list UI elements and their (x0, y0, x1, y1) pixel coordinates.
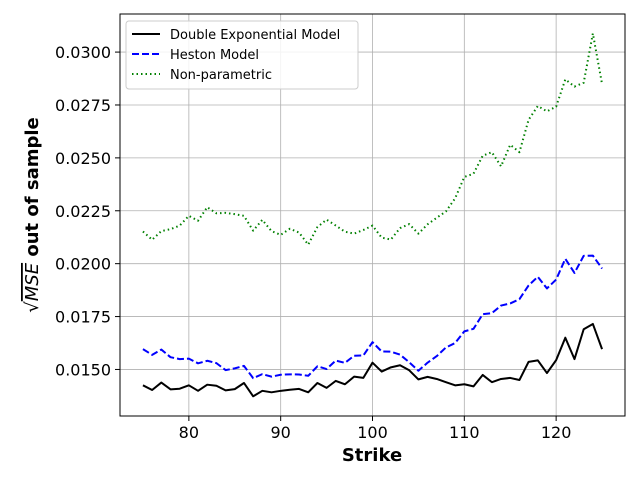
x-tick-label: 110 (449, 423, 480, 442)
y-tick-label: 0.0150 (55, 360, 111, 379)
grid-lines (120, 14, 625, 416)
y-axis-title-mse: MSE (22, 262, 43, 301)
legend-box (125, 20, 359, 90)
y-tick-label: 0.0225 (55, 202, 111, 221)
y-axis-title-text: out of sample (22, 117, 43, 263)
legend-label: Non-parametric (170, 68, 272, 83)
x-tick-label: 120 (541, 423, 572, 442)
y-tick-label: 0.0275 (55, 96, 111, 115)
series-line-2 (142, 254, 603, 380)
y-tick-label: 0.0175 (55, 308, 111, 327)
y-axis-title: √MSE out of sample (22, 117, 43, 313)
x-axis-title: Strike (342, 445, 402, 466)
x-tick-label: 100 (357, 423, 388, 442)
svg-text:√MSE out of sample: √MSE out of sample (22, 117, 43, 313)
y-tick-label: 0.0250 (55, 149, 111, 168)
legend-label: Double Exponential Model (170, 28, 340, 43)
series-line-1 (142, 322, 603, 398)
series-layer (142, 32, 604, 398)
legend: Double Exponential Model Heston Model Non-… (125, 20, 359, 90)
x-axis: 80 90 100 110 120 (179, 416, 572, 442)
x-tick-label: 90 (271, 423, 291, 442)
y-tick-label: 0.0300 (55, 43, 111, 62)
x-tick-label: 80 (179, 423, 199, 442)
y-tick-label: 0.0200 (55, 255, 111, 274)
legend-label: Heston Model (170, 48, 259, 63)
y-axis-title-radical: √ (22, 301, 43, 313)
series-line-3 (142, 32, 604, 246)
y-axis: 0.0150 0.0175 0.0200 0.0225 0.0250 0.0275 0.03… (55, 43, 120, 379)
